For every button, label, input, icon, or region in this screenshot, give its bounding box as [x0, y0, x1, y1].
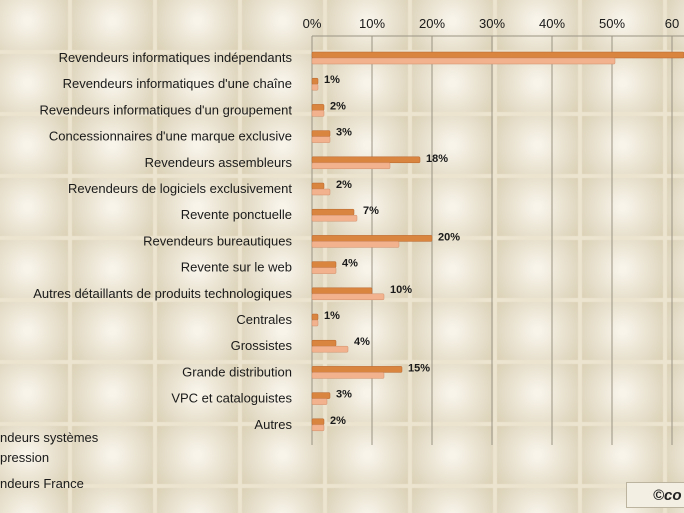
- bar-series-2: [311, 319, 319, 327]
- data-label: 3%: [336, 127, 352, 139]
- category-label: Revente sur le web: [181, 260, 292, 275]
- bar-series-2: [311, 241, 400, 248]
- bar-series-1: [311, 51, 684, 59]
- bar-series-2: [311, 136, 331, 143]
- bar-series-1: [311, 392, 331, 399]
- data-label: 2%: [330, 100, 346, 112]
- x-tick-label: 0%: [303, 16, 322, 31]
- bar-series-2: [311, 57, 616, 65]
- bar-series-1: [311, 130, 331, 137]
- data-label: 4%: [354, 336, 370, 348]
- bar-series-1: [311, 182, 325, 190]
- data-label: 20%: [438, 231, 460, 243]
- data-label: 7%: [363, 205, 379, 217]
- category-label: Revendeurs informatiques d'une chaîne: [63, 76, 292, 91]
- data-label: 15%: [408, 362, 430, 374]
- category-label: Centrales: [236, 312, 292, 327]
- category-label: Grossistes: [231, 338, 293, 353]
- bar-series-2: [311, 162, 391, 170]
- data-label: 1%: [324, 310, 340, 322]
- bar-series-1: [311, 339, 337, 347]
- bars: [311, 51, 684, 432]
- bar-series-1: [311, 366, 403, 373]
- bar-series-2: [311, 110, 325, 117]
- x-tick-label: 40%: [539, 16, 565, 31]
- category-label: Revendeurs informatiques indépendants: [59, 50, 293, 65]
- data-label: 18%: [426, 153, 448, 165]
- data-label: 10%: [390, 284, 412, 296]
- bar-series-1: [311, 418, 325, 426]
- legend-series-2: ndeurs France: [0, 476, 84, 491]
- x-tick-label: 20%: [419, 16, 445, 31]
- bar-series-1: [311, 77, 319, 85]
- category-label: Autres détaillants de produits technolog…: [33, 286, 292, 301]
- x-tick-label: 50%: [599, 16, 625, 31]
- data-label: 4%: [342, 258, 358, 270]
- x-tick-label: 30%: [479, 16, 505, 31]
- bar-series-2: [311, 214, 358, 222]
- bar-series-2: [311, 293, 385, 301]
- bar-series-2: [311, 188, 331, 196]
- data-label: 2%: [330, 415, 346, 427]
- x-tick-label: 10%: [359, 16, 385, 31]
- legend-series-1-line-1: ndeurs systèmes: [0, 430, 99, 445]
- x-tick-label: 60: [665, 16, 679, 31]
- category-labels: Revendeurs informatiques indépendants Rev…: [33, 50, 292, 432]
- bar-series-2: [311, 372, 385, 379]
- category-label: Revendeurs informatiques d'un groupement: [39, 102, 292, 117]
- bar-series-1: [311, 313, 319, 321]
- category-label: Revendeurs de logiciels exclusivement: [68, 181, 292, 196]
- bar-series-2: [311, 267, 337, 274]
- bar-series-2: [311, 398, 328, 405]
- category-label: VPC et cataloguistes: [171, 391, 292, 406]
- copyright-badge: ©co: [626, 482, 684, 508]
- category-label: Revendeurs bureautiques: [143, 233, 292, 248]
- bar-series-1: [311, 156, 421, 164]
- data-labels: 1% 2% 3% 18% 2% 7% 20% 4% 10% 1% 4% 15% 3% 2%: [324, 74, 460, 427]
- category-label: Autres: [254, 417, 292, 432]
- bar-series-2: [311, 345, 349, 353]
- data-label: 3%: [336, 389, 352, 401]
- bar-series-1: [311, 287, 373, 295]
- bar-series-1: [311, 261, 337, 268]
- category-label: Grande distribution: [182, 364, 292, 379]
- category-label: Concessionnaires d'une marque exclusive: [49, 129, 292, 144]
- legend-series-1-line-2: pression: [0, 450, 50, 465]
- bar-series-2: [311, 424, 325, 432]
- category-label: Revendeurs assembleurs: [145, 155, 293, 170]
- copyright-text: ©co: [653, 487, 682, 504]
- data-label: 1%: [324, 74, 340, 86]
- bar-series-2: [311, 83, 319, 91]
- bar-series-1: [311, 235, 433, 242]
- x-axis-ticks: 0% 10% 20% 30% 40% 50% 60: [303, 16, 680, 31]
- bar-series-1: [311, 104, 325, 111]
- category-label: Revente ponctuelle: [181, 207, 292, 222]
- data-label: 2%: [336, 179, 352, 191]
- bar-series-1: [311, 208, 355, 216]
